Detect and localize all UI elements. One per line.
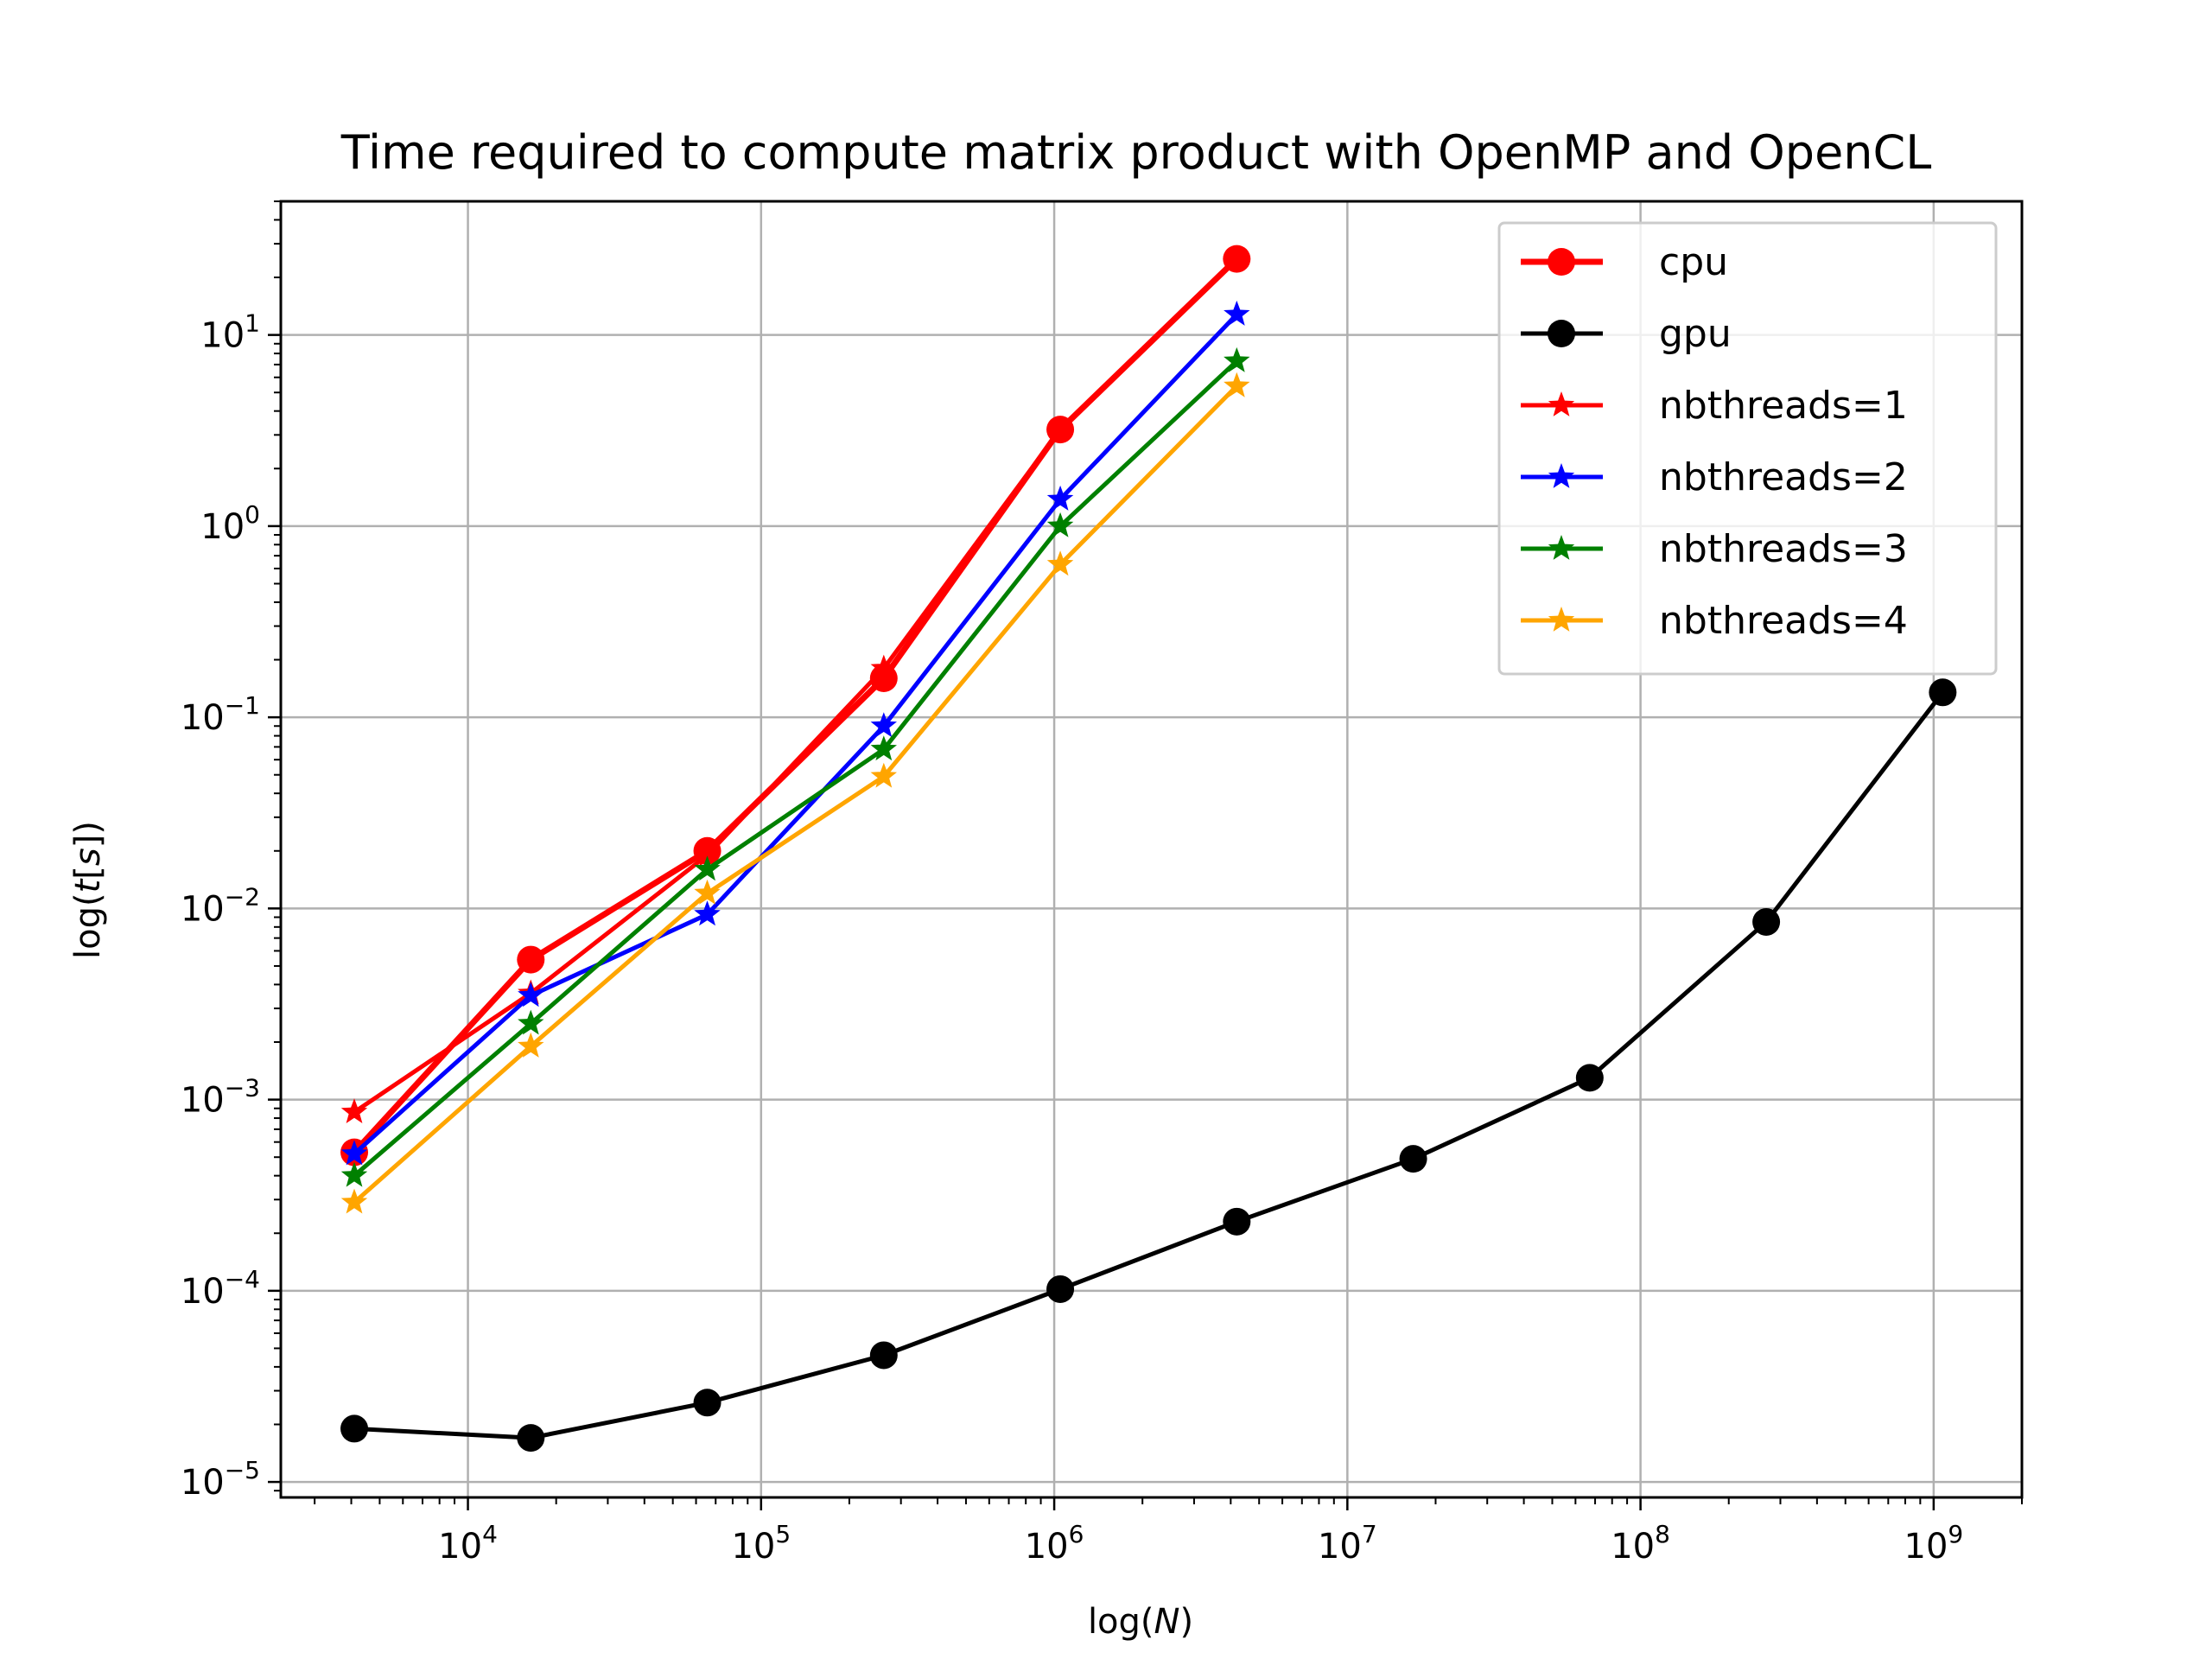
plot-frame	[279, 200, 2024, 1499]
data-point	[1752, 907, 1781, 936]
legend-marker	[1548, 391, 1575, 416]
axis-ticks: 104 105 106 107 108 109 10−5 10−4 10−3 10−2 10−1 10…	[181, 200, 2023, 1567]
legend-item: cpu	[1521, 240, 1728, 284]
x-tick-label: 106	[1025, 1520, 1084, 1567]
series-gpu	[340, 678, 1957, 1452]
legend-label: nbthreads=2	[1659, 455, 1908, 499]
data-point	[1046, 1274, 1075, 1303]
x-tick-label: 109	[1904, 1520, 1964, 1567]
data-point	[870, 712, 897, 738]
y-tick-label: 10−4	[181, 1265, 260, 1312]
series-line	[353, 385, 1239, 1205]
legend-marker	[1548, 607, 1575, 632]
series-nbthreads=1	[340, 245, 1250, 1123]
legend-label: nbthreads=4	[1659, 599, 1908, 643]
series-line	[353, 257, 1239, 1115]
data-point	[518, 1032, 544, 1058]
data-point	[340, 1140, 368, 1166]
legend-label: gpu	[1659, 312, 1732, 356]
series-line	[353, 359, 1239, 1178]
x-tick-label: 108	[1611, 1520, 1670, 1567]
plot-series	[340, 245, 1957, 1452]
data-point	[1224, 346, 1250, 372]
legend-label: cpu	[1659, 240, 1728, 284]
series-line	[353, 690, 1945, 1440]
data-point	[1399, 1145, 1427, 1173]
data-point	[1224, 245, 1250, 270]
series-nbthreads=3	[340, 346, 1250, 1187]
data-point	[1224, 300, 1250, 326]
data-point	[869, 1341, 898, 1370]
data-point	[694, 879, 721, 905]
data-point	[1046, 485, 1074, 511]
data-point	[518, 982, 544, 1007]
legend-item: nbthreads=3	[1521, 527, 1908, 571]
data-point	[1929, 678, 1957, 707]
data-point	[870, 762, 897, 788]
legend-item: nbthreads=1	[1521, 384, 1908, 428]
x-tick-label: 104	[438, 1520, 498, 1567]
data-point	[694, 855, 721, 881]
data-point	[340, 1098, 368, 1123]
data-point	[340, 1161, 368, 1187]
series-line	[352, 257, 1239, 1154]
x-tick-label: 105	[731, 1520, 791, 1567]
data-point	[1046, 550, 1074, 576]
series-nbthreads=2	[340, 300, 1250, 1166]
data-point	[1223, 1207, 1251, 1236]
data-point	[1046, 512, 1074, 537]
legend-marker	[1548, 535, 1575, 560]
data-point	[694, 841, 721, 867]
legend-label: nbthreads=1	[1659, 384, 1908, 428]
y-tick-label: 10−5	[181, 1456, 260, 1503]
y-tick-label: 100	[200, 500, 260, 547]
data-point	[517, 945, 545, 974]
legend-box	[1497, 221, 1998, 676]
legend-item: nbthreads=4	[1521, 599, 1908, 643]
data-point	[869, 664, 898, 692]
chart-title: Time required to compute matrix product …	[340, 125, 1932, 180]
legend-label: nbthreads=3	[1659, 527, 1908, 571]
legend-marker	[1548, 248, 1575, 276]
legend-marker	[1548, 463, 1575, 488]
data-point	[1575, 1064, 1604, 1092]
series-nbthreads=4	[340, 372, 1250, 1214]
data-point	[340, 1188, 368, 1214]
series-line	[353, 313, 1239, 1156]
legend-item: nbthreads=2	[1521, 455, 1908, 499]
y-tick-label: 10−3	[181, 1074, 260, 1121]
data-point	[693, 1389, 721, 1417]
data-point	[340, 1414, 369, 1443]
data-point	[518, 1009, 544, 1035]
x-axis-label: log(N)	[1088, 1602, 1193, 1642]
legend-marker	[1548, 320, 1575, 347]
legend: cpu gpu nbthreads=1 nbthreads=2 nbthreads=3 n…	[1497, 221, 1998, 676]
data-point	[1046, 416, 1074, 442]
x-tick-label: 107	[1318, 1520, 1377, 1567]
data-point	[870, 735, 897, 761]
legend-item: gpu	[1521, 312, 1732, 356]
y-tick-label: 10−1	[181, 691, 260, 738]
data-point	[870, 654, 897, 680]
data-point	[694, 900, 721, 926]
y-axis-label: log(t[s])	[68, 821, 108, 959]
data-point	[517, 1424, 545, 1452]
y-tick-label: 10−2	[181, 882, 260, 929]
y-tick-label: 101	[200, 309, 260, 356]
data-point	[1224, 372, 1250, 397]
